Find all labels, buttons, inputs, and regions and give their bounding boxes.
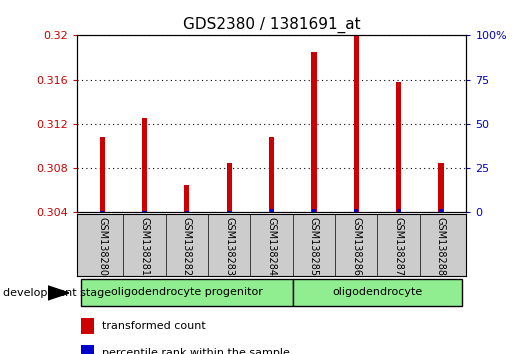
Bar: [270, 209, 273, 212]
Text: development stage: development stage: [3, 288, 111, 298]
Title: GDS2380 / 1381691_at: GDS2380 / 1381691_at: [183, 16, 360, 33]
Bar: [354, 209, 358, 212]
Bar: [81, 345, 94, 354]
Bar: [81, 319, 94, 334]
Text: GSM138287: GSM138287: [394, 217, 404, 276]
Bar: [142, 118, 147, 212]
Bar: [438, 162, 444, 212]
Text: GSM138280: GSM138280: [98, 217, 107, 276]
Bar: [227, 162, 232, 212]
Polygon shape: [48, 286, 69, 300]
Bar: [185, 211, 189, 212]
Text: oligodendrocyte: oligodendrocyte: [332, 287, 422, 297]
Bar: [354, 35, 359, 212]
FancyBboxPatch shape: [293, 279, 462, 307]
Bar: [312, 209, 316, 212]
Text: GSM138288: GSM138288: [436, 217, 446, 276]
Text: transformed count: transformed count: [102, 321, 206, 331]
Text: percentile rank within the sample: percentile rank within the sample: [102, 348, 290, 354]
Text: GSM138284: GSM138284: [267, 217, 277, 276]
Text: GSM138282: GSM138282: [182, 217, 192, 276]
FancyBboxPatch shape: [81, 279, 293, 307]
Bar: [396, 209, 401, 212]
Text: GSM138286: GSM138286: [351, 217, 361, 276]
Text: oligodendrocyte progenitor: oligodendrocyte progenitor: [111, 287, 263, 297]
Bar: [184, 185, 190, 212]
Text: GSM138283: GSM138283: [224, 217, 234, 276]
Bar: [312, 52, 316, 212]
Bar: [396, 82, 401, 212]
Bar: [100, 211, 104, 212]
Bar: [227, 211, 232, 212]
Text: GSM138285: GSM138285: [309, 217, 319, 276]
Bar: [100, 137, 105, 212]
Text: GSM138281: GSM138281: [139, 217, 149, 276]
Bar: [439, 209, 443, 212]
Bar: [269, 137, 274, 212]
Bar: [143, 211, 147, 212]
